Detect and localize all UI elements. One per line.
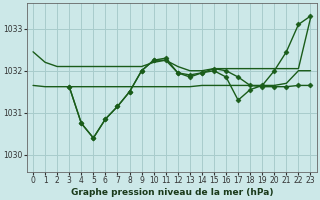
X-axis label: Graphe pression niveau de la mer (hPa): Graphe pression niveau de la mer (hPa): [70, 188, 273, 197]
